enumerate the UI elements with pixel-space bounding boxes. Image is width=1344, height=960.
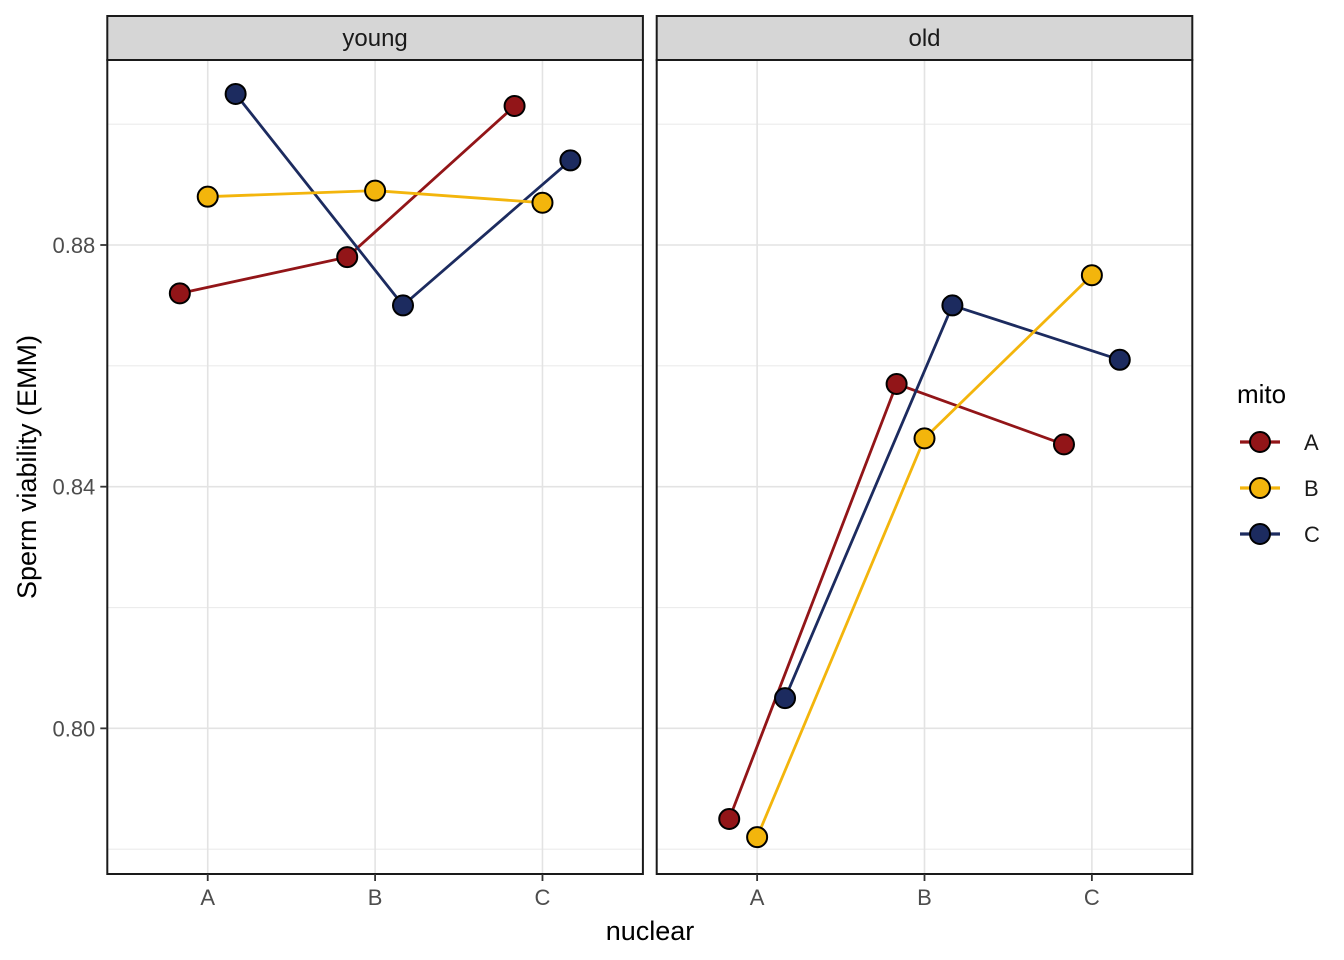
data-point bbox=[941, 294, 964, 317]
facet-strip bbox=[655, 15, 1194, 61]
y-tick-label: 0.80 bbox=[52, 716, 95, 741]
facet-strip-label: young bbox=[342, 25, 407, 52]
data-point bbox=[503, 95, 526, 118]
data-point bbox=[559, 149, 582, 172]
data-point bbox=[774, 687, 797, 710]
y-tick-label: 0.84 bbox=[52, 475, 95, 500]
data-point bbox=[1108, 348, 1131, 371]
legend-key-label: B bbox=[1304, 476, 1319, 501]
data-point bbox=[1052, 433, 1075, 456]
x-tick-label: A bbox=[200, 885, 215, 910]
legend-key-point bbox=[1249, 431, 1271, 453]
data-point bbox=[913, 427, 936, 450]
data-point bbox=[364, 179, 387, 202]
legend-key-point bbox=[1249, 523, 1271, 545]
x-tick-label: B bbox=[917, 885, 932, 910]
legend-key-label: A bbox=[1304, 430, 1319, 455]
data-point bbox=[224, 82, 247, 105]
data-point bbox=[196, 185, 219, 208]
data-point bbox=[531, 191, 554, 214]
legend-key-point bbox=[1249, 477, 1271, 499]
data-point bbox=[336, 246, 359, 269]
data-point bbox=[392, 294, 414, 317]
data-point bbox=[718, 807, 741, 830]
facet-strip-label: old bbox=[908, 25, 940, 52]
facet-strip bbox=[106, 15, 644, 61]
data-point bbox=[885, 372, 908, 395]
x-tick-label: B bbox=[368, 885, 383, 910]
data-point bbox=[168, 282, 191, 305]
legend-key-label: C bbox=[1304, 522, 1320, 547]
x-tick-label: C bbox=[535, 885, 551, 910]
x-tick-label: C bbox=[1084, 885, 1100, 910]
data-point bbox=[746, 826, 769, 849]
x-axis-title: nuclear bbox=[606, 916, 695, 946]
y-tick-label: 0.88 bbox=[52, 233, 95, 258]
legend-title: mito bbox=[1237, 379, 1286, 409]
data-point bbox=[1080, 264, 1103, 287]
y-axis-title: Sperm viability (EMM) bbox=[12, 335, 42, 599]
x-tick-label: A bbox=[750, 885, 765, 910]
